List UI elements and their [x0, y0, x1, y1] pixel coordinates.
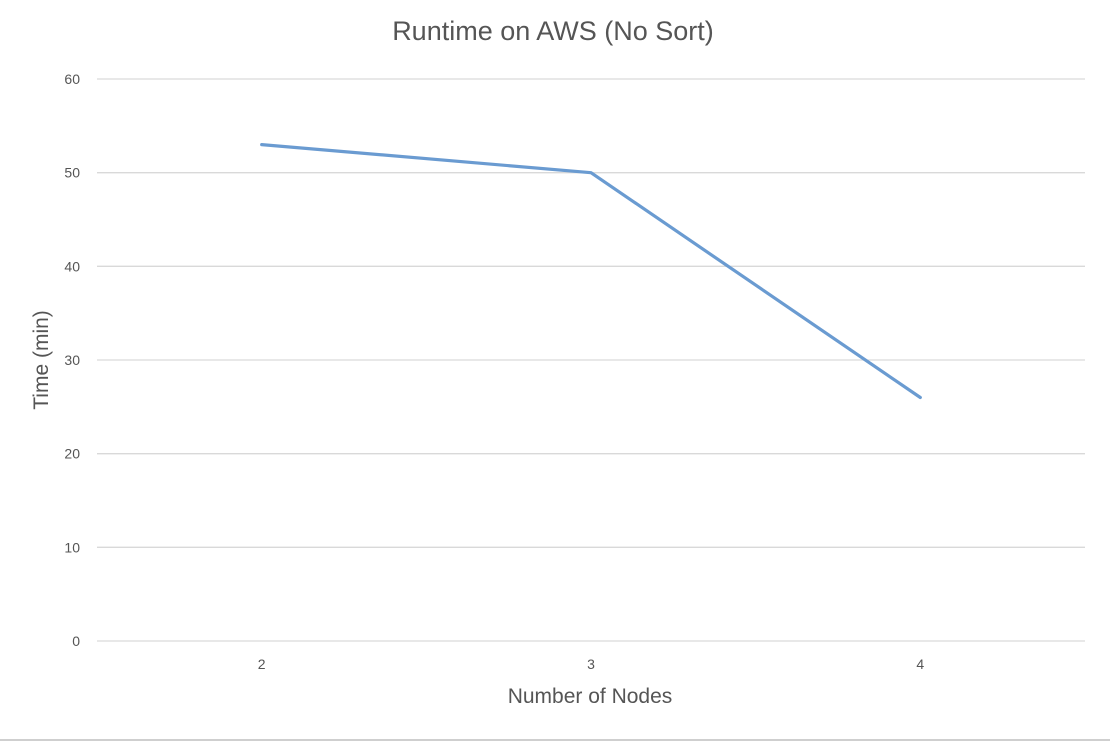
x-tick-label: 3: [587, 656, 595, 672]
x-tick-label: 4: [916, 656, 924, 672]
x-tick-label: 2: [258, 656, 266, 672]
y-axis-title: Time (min): [30, 310, 53, 410]
gridlines: [97, 78, 1085, 642]
x-axis-title: Number of Nodes: [508, 685, 673, 708]
y-tick-label: 60: [64, 71, 80, 87]
y-tick-labels: 0 10 20 30 40 50 60: [64, 71, 80, 649]
y-tick-label: 30: [64, 352, 80, 368]
y-tick-label: 50: [64, 165, 80, 181]
y-tick-label: 40: [64, 258, 80, 274]
y-tick-label: 10: [64, 539, 80, 555]
series-layer: [260, 143, 922, 400]
chart-title: Runtime on AWS (No Sort): [392, 16, 714, 46]
x-tick-labels: 2 3 4: [258, 656, 925, 672]
y-tick-label: 0: [72, 633, 80, 649]
series-line: [260, 143, 922, 400]
y-tick-label: 20: [64, 446, 80, 462]
